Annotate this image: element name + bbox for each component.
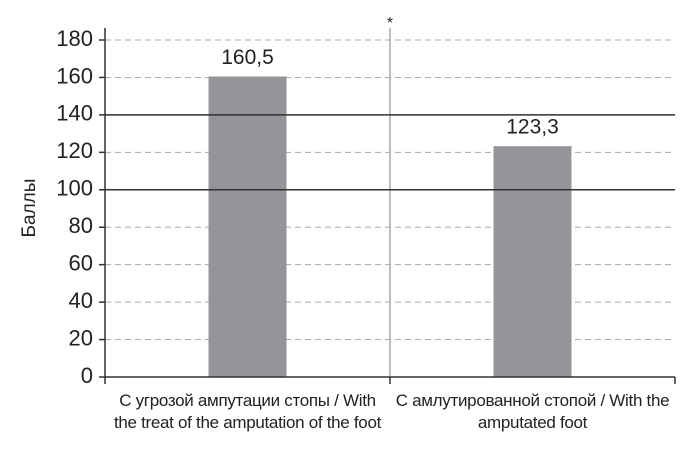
- y-tick-label: 20: [69, 325, 93, 350]
- y-tick-label: 80: [69, 213, 93, 238]
- bar: [493, 146, 572, 377]
- bar: [208, 76, 287, 377]
- y-tick-label: 40: [69, 288, 93, 313]
- y-tick-label: 100: [56, 176, 93, 201]
- x-tick-label: С амлутированной стопой / With the amput…: [395, 391, 670, 432]
- y-tick-label: 120: [56, 138, 93, 163]
- y-tick-label: 140: [56, 101, 93, 126]
- y-tick-label: 60: [69, 250, 93, 275]
- y-tick-label: 180: [56, 26, 93, 51]
- y-tick-label: 160: [56, 63, 93, 88]
- y-axis-label: Баллы: [19, 179, 40, 238]
- x-tick-label: С угрозой ампутации стопы / With the tre…: [113, 391, 382, 432]
- value-label: 160,5: [221, 46, 274, 69]
- y-tick-label: 0: [81, 363, 93, 388]
- value-label: 123,3: [506, 116, 559, 139]
- annotation: *: [387, 15, 393, 32]
